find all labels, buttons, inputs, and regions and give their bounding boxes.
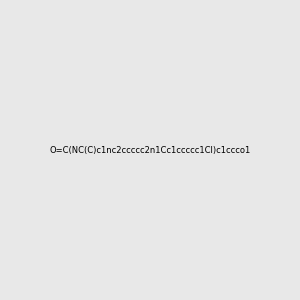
Text: O=C(NC(C)c1nc2ccccc2n1Cc1ccccc1Cl)c1ccco1: O=C(NC(C)c1nc2ccccc2n1Cc1ccccc1Cl)c1ccco…: [50, 146, 250, 154]
